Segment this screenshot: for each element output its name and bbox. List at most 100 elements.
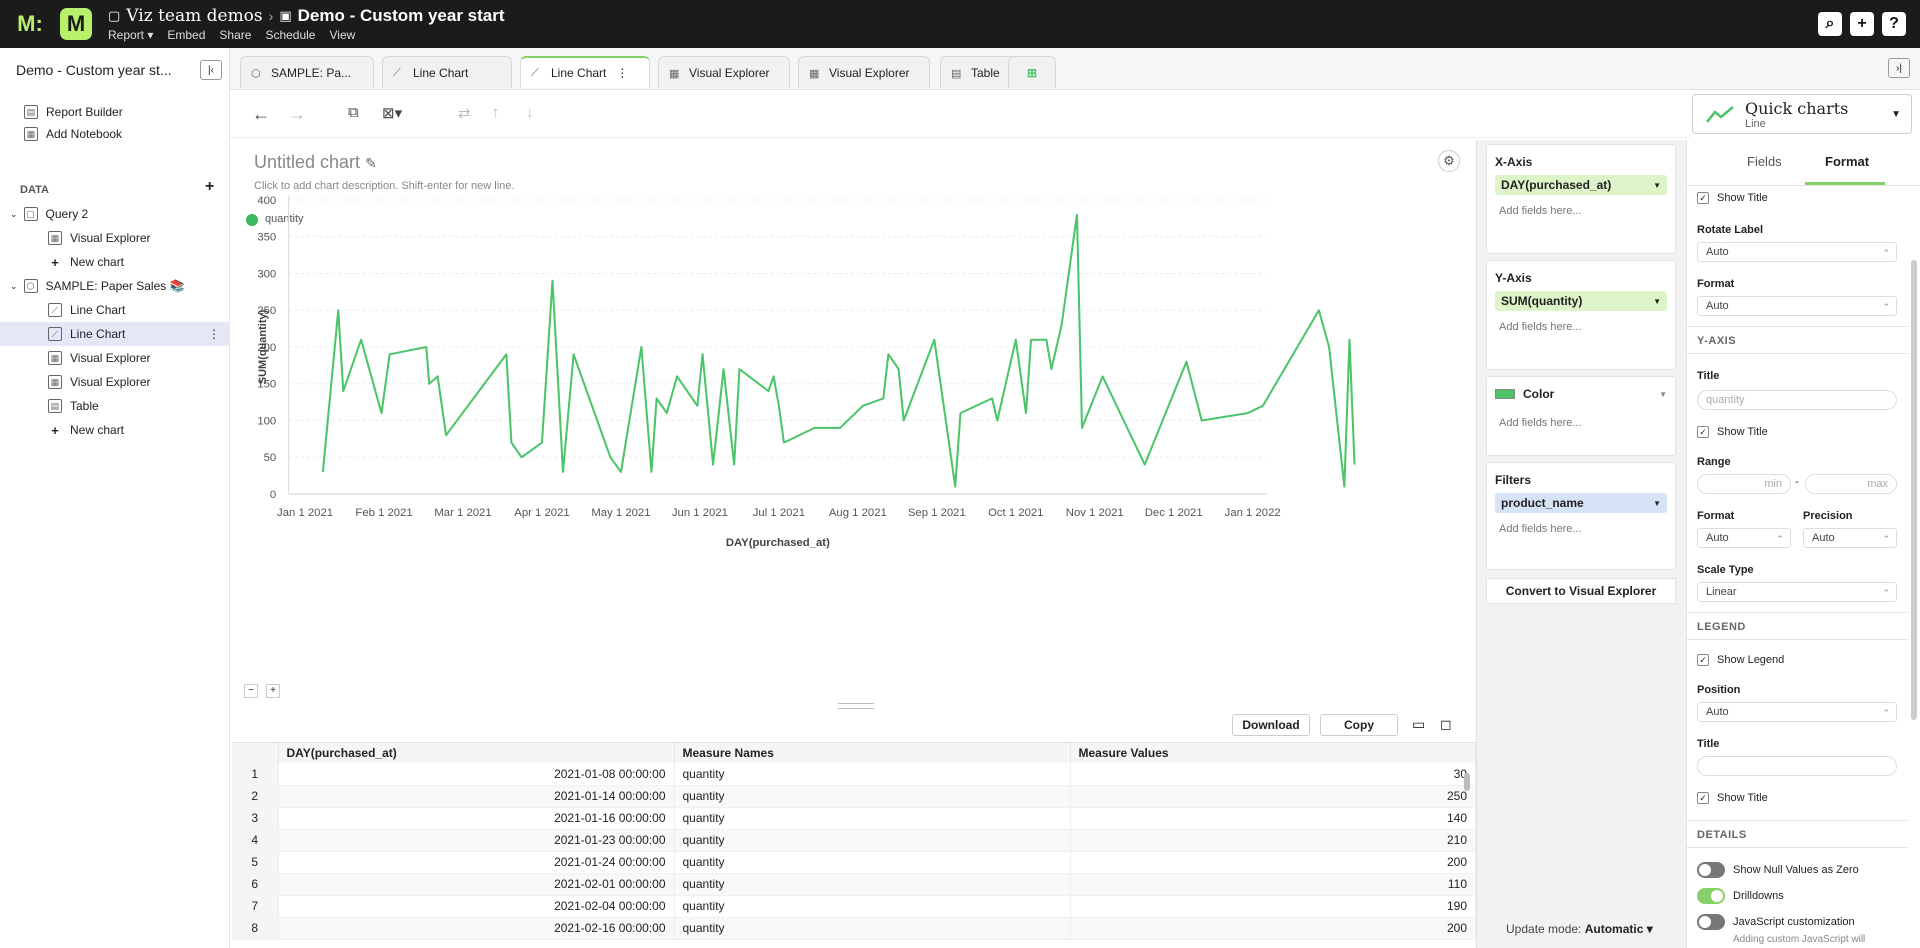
menu-embed[interactable]: Embed (167, 28, 206, 42)
yaxis-add-field[interactable]: Add fields here... (1499, 321, 1582, 333)
col-header-measure-values[interactable]: Measure Values (1070, 743, 1476, 763)
copy-button[interactable]: Copy (1320, 714, 1398, 736)
tab-item[interactable]: ⟋ Line Chart (382, 56, 512, 88)
cell-measure-value[interactable]: 190 (1070, 895, 1476, 918)
legend-position-select[interactable]: Auto (1697, 702, 1897, 722)
cell-measure-value[interactable]: 140 (1070, 807, 1476, 830)
sort-descending-icon[interactable]: ↓ (526, 104, 534, 121)
more-icon[interactable]: ⋮ (208, 327, 220, 341)
chart-title[interactable]: Untitled chart ✎ (254, 152, 377, 172)
undo-icon[interactable]: ← (252, 104, 270, 124)
cell-measure-name[interactable]: quantity (674, 873, 1071, 896)
maximize-icon[interactable]: ◻ (1440, 716, 1452, 732)
filter-pill[interactable]: product_name ▼ (1495, 493, 1667, 513)
clear-chart-icon[interactable]: ⊠▾ (382, 105, 403, 122)
expand-panel-icon[interactable]: ›| (1888, 58, 1910, 78)
update-mode-select[interactable]: Automatic ▾ (1584, 922, 1653, 936)
cell-measure-name[interactable]: quantity (674, 895, 1071, 918)
cell-measure-value[interactable]: 110 (1070, 873, 1476, 896)
xaxis-pill[interactable]: DAY(purchased_at) ▼ (1495, 175, 1667, 195)
yaxis-format-select[interactable]: Auto (1697, 528, 1791, 548)
redo-icon[interactable]: → (288, 104, 306, 124)
menu-report[interactable]: Report ▾ (108, 28, 154, 42)
menu-view[interactable]: View (329, 28, 356, 42)
table-row[interactable]: 7 2021-02-04 00:00:00 quantity 190 (232, 895, 1476, 918)
cell-day[interactable]: 2021-01-23 00:00:00 (278, 829, 675, 852)
sidebar-item[interactable]: + New chart (0, 250, 230, 274)
zoom-in-icon[interactable]: + (266, 684, 280, 698)
sidebar-item[interactable]: ⟋ Line Chart (0, 298, 230, 322)
table-scrollbar[interactable] (1464, 773, 1470, 791)
table-row[interactable]: 6 2021-02-01 00:00:00 quantity 110 (232, 873, 1476, 896)
breadcrumb-workspace[interactable]: Viz team demos (126, 6, 263, 26)
precision-select[interactable]: Auto (1803, 528, 1897, 548)
update-mode[interactable]: Update mode: Automatic ▾ (1506, 922, 1653, 936)
rotate-label-select[interactable]: Auto (1697, 242, 1897, 262)
collapse-sidebar-icon[interactable]: |‹ (200, 60, 222, 80)
menu-share[interactable]: Share (219, 28, 252, 42)
js-customization-toggle[interactable]: JavaScript customization (1697, 914, 1855, 930)
filters-add-field[interactable]: Add fields here... (1499, 523, 1582, 535)
legend-dot[interactable] (246, 214, 258, 226)
app-logo[interactable]: M: (17, 11, 43, 36)
table-row[interactable]: 2 2021-01-14 00:00:00 quantity 250 (232, 785, 1476, 808)
sidebar-item[interactable]: ▤ Table (0, 394, 230, 418)
sidebar-item[interactable]: ▦ Visual Explorer (0, 346, 230, 370)
cell-measure-name[interactable]: quantity (674, 807, 1071, 830)
resize-handle[interactable] (838, 703, 874, 709)
legend-show-title-checkbox[interactable]: ✓ Show Title (1697, 792, 1768, 805)
table-row[interactable]: 3 2021-01-16 00:00:00 quantity 140 (232, 807, 1476, 830)
gear-icon[interactable]: ⚙ (1438, 150, 1460, 172)
color-header[interactable]: Color ▼ (1487, 377, 1675, 407)
show-legend-checkbox[interactable]: ✓ Show Legend (1697, 654, 1784, 667)
legend-title-input[interactable] (1697, 756, 1897, 776)
sidebar-item[interactable]: ⌄ ⬡ SAMPLE: Paper Sales 📚 (0, 274, 230, 298)
cell-day[interactable]: 2021-02-01 00:00:00 (278, 873, 675, 896)
legend-section[interactable]: LEGEND (1687, 612, 1907, 640)
show-title-checkbox[interactable]: ✓ Show Title (1697, 192, 1768, 205)
cell-measure-name[interactable]: quantity (674, 917, 1071, 940)
plus-icon[interactable]: + (1850, 12, 1874, 36)
cell-day[interactable]: 2021-02-16 00:00:00 (278, 917, 675, 940)
col-header-day[interactable]: DAY(purchased_at) (278, 743, 675, 763)
sidebar-item[interactable]: ▦ Visual Explorer (0, 226, 230, 250)
range-min-input[interactable]: min (1697, 474, 1791, 494)
format-scrollbar[interactable] (1911, 260, 1917, 720)
more-icon[interactable]: ⋮ (616, 66, 629, 80)
report-builder-item[interactable]: ▤ Report Builder (0, 100, 230, 124)
chart-description[interactable]: Click to add chart description. Shift-en… (254, 180, 515, 192)
color-add-field[interactable]: Add fields here... (1499, 417, 1582, 429)
zoom-out-icon[interactable]: − (244, 684, 258, 698)
sidebar-item[interactable]: ⟋ Line Chart ⋮ (0, 322, 230, 346)
table-row[interactable]: 1 2021-01-08 00:00:00 quantity 30 (232, 763, 1476, 786)
cell-measure-value[interactable]: 200 (1070, 917, 1476, 940)
add-notebook-item[interactable]: ▦ Add Notebook (0, 122, 230, 146)
range-max-input[interactable]: max (1805, 474, 1897, 494)
tab-item[interactable]: ▦ Visual Explorer (798, 56, 930, 88)
minimize-icon[interactable]: ▭ (1412, 716, 1426, 732)
cell-day[interactable]: 2021-01-08 00:00:00 (278, 763, 675, 786)
tab-item[interactable]: ▦ Visual Explorer (658, 56, 790, 88)
edit-icon[interactable]: ✎ (365, 155, 377, 171)
scale-type-select[interactable]: Linear (1697, 582, 1897, 602)
sidebar-item[interactable]: + New chart (0, 418, 230, 442)
cell-measure-name[interactable]: quantity (674, 829, 1071, 852)
download-button[interactable]: Download (1232, 714, 1310, 736)
duplicate-chart-icon[interactable]: ⧉ (348, 104, 359, 121)
breadcrumb-report[interactable]: Demo - Custom year start (297, 6, 505, 25)
cell-day[interactable]: 2021-01-14 00:00:00 (278, 785, 675, 808)
tab-format[interactable]: Format (1825, 154, 1870, 169)
cell-measure-name[interactable]: quantity (674, 851, 1071, 874)
sort-ascending-icon[interactable]: ↑ (492, 104, 500, 121)
cell-day[interactable]: 2021-02-04 00:00:00 (278, 895, 675, 918)
col-header-measure-names[interactable]: Measure Names (674, 743, 1071, 763)
tab-fields[interactable]: Fields (1747, 154, 1782, 169)
table-row[interactable]: 4 2021-01-23 00:00:00 quantity 210 (232, 829, 1476, 852)
cell-measure-value[interactable]: 250 (1070, 785, 1476, 808)
tab-item[interactable]: ⟋ Line Chart ⋮ (520, 56, 650, 88)
cell-day[interactable]: 2021-01-24 00:00:00 (278, 851, 675, 874)
yaxis-title-input[interactable]: quantity (1697, 390, 1897, 410)
help-icon[interactable]: ? (1882, 12, 1906, 36)
drilldowns-toggle[interactable]: Drilldowns (1697, 888, 1784, 904)
add-tab-button[interactable]: ⊞ (1008, 56, 1056, 88)
